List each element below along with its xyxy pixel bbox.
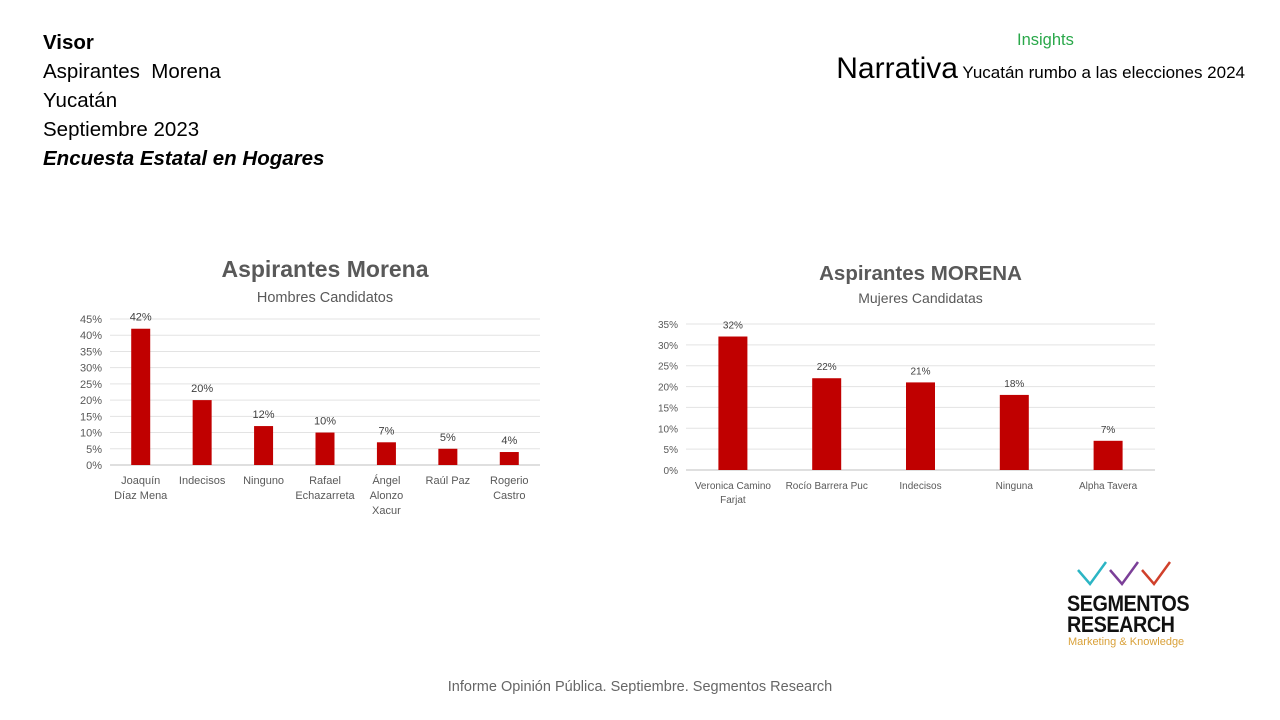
y-tick-label: 0%: [86, 460, 102, 472]
data-label: 42%: [130, 312, 152, 324]
segmentos-logo: SEGMENTOS RESEARCH Marketing & Knowledge: [1062, 552, 1197, 652]
category-label: Rogerio Castro: [490, 475, 529, 502]
y-tick-label: 25%: [80, 379, 102, 391]
data-label: 18%: [1004, 379, 1024, 390]
narrativa-word: Narrativa: [836, 52, 958, 85]
bar: [131, 328, 151, 465]
bar: [192, 400, 212, 465]
category-label: Rocío Barrera Puc: [786, 481, 868, 492]
bar: [999, 394, 1029, 470]
header-block: Visor Aspirantes Morena Yucatán Septiemb…: [43, 28, 324, 173]
bar: [1093, 440, 1123, 470]
category-label: Raúl Paz: [426, 475, 471, 487]
y-tick-label: 20%: [658, 383, 678, 394]
y-tick-label: 30%: [658, 341, 678, 352]
insights-label: Insights: [1017, 31, 1074, 49]
category-label: Ninguno: [243, 475, 284, 487]
y-tick-label: 45%: [80, 314, 102, 326]
logo-tagline: Marketing & Knowledge: [1068, 636, 1185, 648]
y-tick-label: 35%: [658, 320, 678, 331]
y-tick-label: 20%: [80, 395, 102, 407]
data-label: 32%: [723, 321, 743, 332]
category-label: Ángel Alonzo Xacur: [370, 474, 404, 517]
data-label: 7%: [378, 425, 394, 437]
logo-segmentos: SEGMENTOS: [1067, 591, 1190, 616]
bar: [812, 378, 842, 470]
bar: [254, 426, 274, 465]
y-tick-label: 0%: [664, 466, 679, 477]
data-label: 12%: [253, 409, 275, 421]
y-tick-label: 35%: [80, 346, 102, 358]
header-survey: Encuesta Estatal en Hogares: [43, 147, 325, 170]
data-label: 7%: [1101, 425, 1116, 436]
chart-subtitle: Hombres Candidatos: [257, 290, 393, 306]
chart-mujeres: Aspirantes MORENA Mujeres Candidatas 0% 5% 1…: [658, 262, 1155, 506]
y-tick-label: 25%: [658, 362, 678, 373]
category-label: Indecisos: [899, 481, 941, 492]
data-label: 10%: [314, 416, 336, 428]
data-label: 22%: [817, 362, 837, 373]
header-line-state: Yucatán: [43, 89, 118, 112]
y-tick-label: 15%: [658, 403, 678, 414]
y-tick-label: 5%: [664, 445, 679, 456]
data-label: 4%: [501, 435, 517, 447]
category-label: Rafael Echazarreta: [295, 475, 355, 502]
bar: [438, 448, 458, 465]
chart-title: Aspirantes MORENA: [819, 262, 1022, 285]
data-label: 21%: [910, 366, 930, 377]
category-label: Joaquín Díaz Mena: [114, 475, 168, 502]
bar: [376, 442, 396, 465]
y-tick-label: 30%: [80, 363, 102, 375]
narrativa-heading: Narrativa Yucatán rumbo a las elecciones…: [836, 52, 1245, 86]
category-label: Veronica Camino Farjat: [695, 481, 772, 506]
chart-hombres: Aspirantes Morena Hombres Candidatos 0% 5% 1…: [80, 256, 540, 517]
footer-text: Informe Opinión Pública. Septiembre. Seg…: [447, 679, 833, 695]
data-label: 5%: [440, 432, 456, 444]
chart-subtitle: Mujeres Candidatas: [858, 290, 983, 306]
y-tick-label: 10%: [80, 428, 102, 440]
y-tick-label: 40%: [80, 330, 102, 342]
bar: [499, 452, 519, 465]
y-tick-label: 15%: [80, 411, 102, 423]
bar: [315, 432, 335, 465]
narrativa-subtitle: Yucatán rumbo a las elecciones 2024: [962, 63, 1245, 82]
logo-research: RESEARCH: [1067, 612, 1175, 637]
checkmarks-icon: [1077, 561, 1172, 587]
data-label: 20%: [191, 383, 213, 395]
bar: [718, 336, 748, 470]
category-label: Indecisos: [179, 475, 226, 487]
y-tick-label: 10%: [658, 424, 678, 435]
header-visor: Visor: [43, 31, 94, 54]
chart-title: Aspirantes Morena: [221, 256, 428, 282]
bar: [906, 382, 935, 470]
category-label: Ninguna: [996, 481, 1034, 492]
header-line-date: Septiembre 2023: [43, 118, 200, 141]
category-label: Alpha Tavera: [1079, 481, 1138, 492]
header-line-aspirantes: Aspirantes Morena: [43, 60, 221, 83]
y-tick-label: 5%: [86, 444, 102, 456]
